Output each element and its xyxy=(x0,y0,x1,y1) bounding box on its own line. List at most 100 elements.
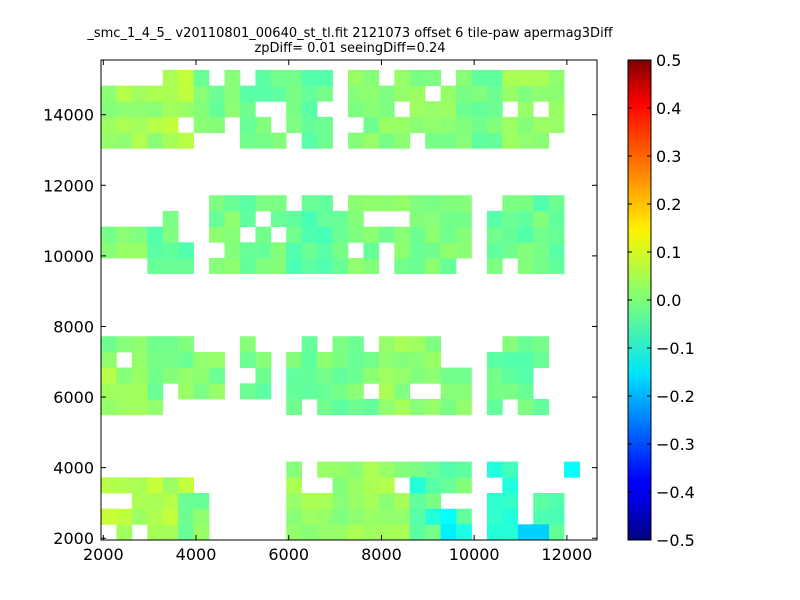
heatmap-cell xyxy=(533,399,549,416)
heatmap-cell xyxy=(131,101,148,118)
heatmap-cell xyxy=(394,336,411,353)
heatmap-cell xyxy=(517,116,534,133)
heatmap-cell xyxy=(486,461,503,478)
heatmap-cell xyxy=(270,195,287,212)
heatmap-cell xyxy=(502,493,519,510)
heatmap-cell xyxy=(332,508,349,525)
heatmap-cell xyxy=(348,101,364,118)
heatmap-cell xyxy=(378,336,395,353)
heatmap-cell xyxy=(147,493,164,510)
heatmap-cell xyxy=(178,257,194,274)
heatmap-cell xyxy=(301,383,318,400)
heatmap-cell xyxy=(317,524,333,541)
heatmap-cell xyxy=(533,352,549,369)
colorbar-tick-label: −0.4 xyxy=(656,483,695,502)
heatmap-cell xyxy=(348,69,364,86)
heatmap-cell xyxy=(255,69,272,86)
heatmap-cell xyxy=(363,69,380,86)
heatmap-cell xyxy=(486,85,503,102)
heatmap-cell xyxy=(270,242,287,259)
heatmap-cell xyxy=(378,383,395,400)
heatmap-cell xyxy=(440,242,457,259)
heatmap-cell xyxy=(456,69,472,86)
heatmap-cell xyxy=(548,242,565,259)
heatmap-cell xyxy=(409,116,426,133)
heatmap-cell xyxy=(425,508,441,525)
heatmap-cell xyxy=(116,336,133,353)
heatmap-cell xyxy=(317,508,333,525)
heatmap-cell xyxy=(456,132,472,149)
heatmap-cell xyxy=(332,210,349,227)
heatmap-cell xyxy=(502,352,519,369)
heatmap-cell xyxy=(517,226,534,243)
heatmap-cell xyxy=(409,210,426,227)
heatmap-cell xyxy=(301,493,318,510)
heatmap-cell xyxy=(178,367,194,384)
heatmap-cell xyxy=(363,132,380,149)
heatmap-cell xyxy=(456,101,472,118)
heatmap-cell xyxy=(239,195,256,212)
heatmap-cell xyxy=(239,132,256,149)
heatmap-cell xyxy=(147,524,164,541)
heatmap-cell xyxy=(517,195,534,212)
heatmap-cell xyxy=(394,493,411,510)
heatmap-cell xyxy=(131,336,148,353)
heatmap-cell xyxy=(363,461,380,478)
heatmap-cell xyxy=(502,210,519,227)
heatmap-cell xyxy=(486,210,503,227)
heatmap-cell xyxy=(131,399,148,416)
heatmap-cell xyxy=(394,257,411,274)
heatmap-cell xyxy=(286,69,302,86)
heatmap-cell xyxy=(548,195,565,212)
heatmap-cell xyxy=(502,461,519,478)
heatmap-cell xyxy=(440,85,457,102)
heatmap-cell xyxy=(425,336,441,353)
heatmap-cell xyxy=(440,210,457,227)
heatmap-cell xyxy=(224,210,241,227)
heatmap-cell xyxy=(286,85,302,102)
heatmap-cell xyxy=(533,226,549,243)
heatmap-cell xyxy=(116,226,133,243)
heatmap-cell xyxy=(533,69,549,86)
heatmap-cell xyxy=(425,69,441,86)
heatmap-cell xyxy=(317,461,333,478)
x-tick-label: 4000 xyxy=(176,545,217,564)
heatmap-cell xyxy=(348,226,364,243)
heatmap-cell xyxy=(162,352,179,369)
heatmap-cell xyxy=(394,116,411,133)
heatmap-cell xyxy=(286,508,302,525)
heatmap-cell xyxy=(471,85,488,102)
heatmap-cell xyxy=(456,383,472,400)
heatmap-cell xyxy=(193,367,210,384)
heatmap-cell xyxy=(162,257,179,274)
heatmap-cell xyxy=(209,257,225,274)
heatmap-cell xyxy=(332,399,349,416)
heatmap-cell xyxy=(255,383,272,400)
heatmap-cell xyxy=(286,383,302,400)
heatmap-cell xyxy=(533,493,549,510)
heatmap-cell xyxy=(332,226,349,243)
heatmap-cell xyxy=(301,116,318,133)
heatmap-cell xyxy=(332,257,349,274)
heatmap-cell xyxy=(101,132,117,149)
heatmap-cell xyxy=(317,85,333,102)
heatmap-cell xyxy=(425,116,441,133)
heatmap-cell xyxy=(116,101,133,118)
heatmap-cell xyxy=(533,210,549,227)
heatmap-cell xyxy=(178,493,194,510)
colorbar-ticks: −0.5 −0.4 −0.3 −0.2 −0.1 0.0 0.1 0.2 0.3 0.4 0.5 xyxy=(628,51,695,550)
heatmap-cell xyxy=(533,85,549,102)
heatmap-cell xyxy=(409,524,426,541)
x-tick-label: 12000 xyxy=(541,545,592,564)
heatmap-cell xyxy=(162,477,179,494)
heatmap-cell xyxy=(286,257,302,274)
heatmap-cell xyxy=(548,508,565,525)
heatmap-cell xyxy=(239,383,256,400)
heatmap-cell xyxy=(517,210,534,227)
heatmap-cell xyxy=(239,242,256,259)
heatmap-cell xyxy=(502,477,519,494)
heatmap-cell xyxy=(378,116,395,133)
heatmap-cell xyxy=(178,69,194,86)
heatmap-cell xyxy=(301,242,318,259)
